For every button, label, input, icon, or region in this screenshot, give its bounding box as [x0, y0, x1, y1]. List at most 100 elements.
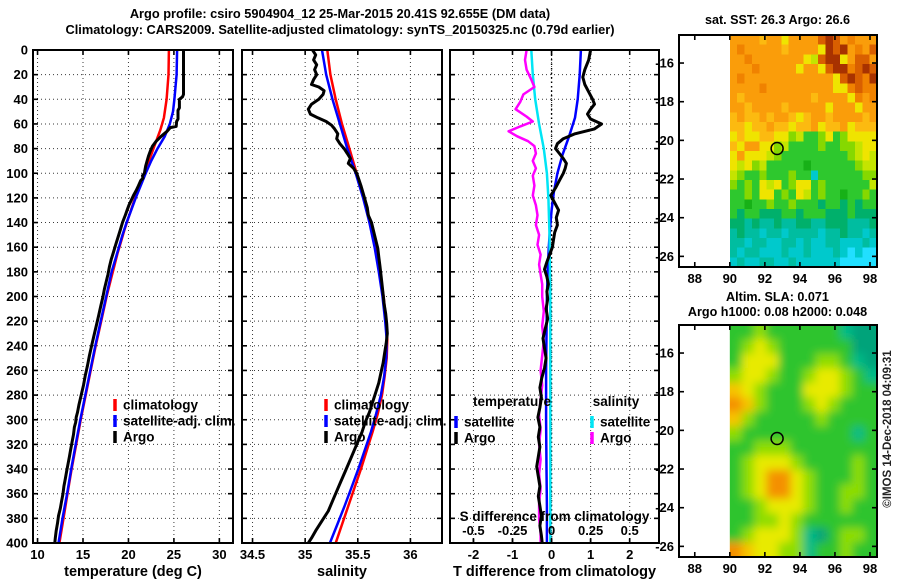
lon-tick-label: 98 [863, 271, 877, 286]
difference-profile-xlabel: T difference from climatology [453, 564, 656, 580]
sla-map: 88 90 92 94 96 98 -16 -18 -20 -22 -24 -26 [655, 324, 878, 576]
x-tick-label: 35 [298, 547, 312, 562]
temperature-profile-curves [53, 51, 185, 542]
depth-tick-label: 160 [6, 240, 28, 255]
temperature-profile: 10 15 20 25 30020406080100120140160180200220… [6, 43, 235, 580]
lat-tick-label: -16 [655, 56, 674, 71]
lat-tick-label: -20 [655, 423, 674, 438]
lat-tick-label: -20 [655, 133, 674, 148]
x-tick-label: 10 [30, 547, 44, 562]
depth-tick-label: 360 [6, 486, 28, 501]
depth-tick-label: 320 [6, 437, 28, 452]
secondary-tick-label: 0.5 [621, 523, 639, 538]
depth-tick-label: 120 [6, 190, 28, 205]
sla-map-title: Altim. SLA: 0.071 [726, 290, 829, 304]
depth-tick-label: 240 [6, 338, 28, 353]
legend-header: temperature [473, 394, 552, 409]
curve-climatology [58, 51, 171, 542]
x-tick-label: 36 [403, 547, 417, 562]
sla-map-frame [678, 324, 878, 558]
lon-tick-label: 88 [688, 561, 702, 576]
x-tick-label: -2 [468, 547, 480, 562]
lon-tick-label: 98 [863, 561, 877, 576]
x-tick-label: 30 [212, 547, 226, 562]
depth-tick-label: 100 [6, 166, 28, 181]
lon-tick-label: 90 [723, 561, 737, 576]
legend-label: Argo [123, 430, 155, 445]
sla-map-subtitle: Argo h1000: 0.08 h2000: 0.048 [687, 305, 868, 319]
curve-s-satellite [530, 51, 552, 542]
lon-tick-label: 94 [793, 561, 808, 576]
lat-tick-label: -16 [655, 346, 674, 361]
legend-label: Argo [334, 430, 366, 445]
lon-tick-label: 90 [723, 271, 737, 286]
x-tick-label: 25 [167, 547, 181, 562]
x-tick-label: 34.5 [240, 547, 265, 562]
depth-tick-label: 80 [14, 141, 28, 156]
x-tick-label: 35.5 [345, 547, 370, 562]
sst-map: 88 90 92 94 96 98 -16 -18 -20 -22 -24 -26 [655, 34, 878, 286]
salinity-profile-xlabel: salinity [317, 564, 367, 580]
depth-tick-label: 20 [14, 67, 28, 82]
lat-tick-label: -26 [655, 539, 674, 554]
lat-tick-label: -22 [655, 462, 674, 477]
legend-label: satellite [464, 415, 515, 430]
depth-tick-label: 280 [6, 388, 28, 403]
sst-map-grid [729, 35, 877, 267]
figure-title-line2: Climatology: CARS2009. Satellite-adjuste… [65, 22, 615, 37]
depth-tick-label: 260 [6, 363, 28, 378]
depth-tick-label: 0 [21, 43, 28, 58]
legend-label: satellite-adj. clim. [334, 414, 447, 429]
x-tick-label: -1 [507, 547, 519, 562]
salinity-profile: 34.5 35 35.5 36 salinity climatologysatellite… [240, 49, 447, 580]
lat-tick-label: -22 [655, 172, 674, 187]
difference-profile-curves [507, 51, 604, 542]
lat-tick-label: -26 [655, 249, 674, 264]
secondary-tick-label: -0.25 [498, 523, 528, 538]
legend-label: climatology [334, 398, 410, 413]
lat-tick-label: -24 [655, 210, 675, 225]
depth-tick-label: 200 [6, 289, 28, 304]
depth-tick-label: 380 [6, 511, 28, 526]
lon-tick-label: 92 [758, 271, 772, 286]
secondary-tick-label: 0.25 [578, 523, 603, 538]
legend-label: climatology [123, 398, 199, 413]
curve-argo [306, 51, 389, 542]
lat-tick-label: -24 [655, 500, 675, 515]
depth-tick-label: 340 [6, 462, 28, 477]
curve-t-argo [535, 51, 604, 542]
legend-header: salinity [593, 394, 640, 409]
curve-argo [53, 51, 185, 542]
depth-tick-label: 60 [14, 116, 28, 131]
depth-tick-label: 300 [6, 412, 28, 427]
lon-tick-label: 94 [793, 271, 808, 286]
legend-label: Argo [600, 431, 632, 446]
lat-tick-label: -18 [655, 384, 674, 399]
lat-tick-label: -18 [655, 94, 674, 109]
lon-tick-label: 96 [828, 271, 842, 286]
lon-tick-label: 92 [758, 561, 772, 576]
temperature-profile-xlabel: temperature (deg C) [64, 564, 202, 580]
x-tick-label: 0 [548, 547, 555, 562]
depth-tick-label: 180 [6, 264, 28, 279]
imos-watermark: ©IMOS 14-Dec-2018 04:09:31 [882, 350, 894, 508]
depth-tick-label: 400 [6, 536, 28, 551]
float-position-marker [770, 141, 784, 156]
x-tick-label: 2 [626, 547, 633, 562]
sla-map-grid [729, 325, 877, 557]
float-position-marker [770, 431, 784, 446]
difference-profile-grid [450, 49, 659, 544]
x-tick-label: 15 [76, 547, 90, 562]
secondary-tick-label: 0 [548, 523, 555, 538]
depth-tick-label: 220 [6, 314, 28, 329]
salinity-profile-curves [306, 51, 389, 542]
figure-title-line1: Argo profile: csiro 5904904_12 25-Mar-20… [129, 6, 551, 21]
secondary-axis-label: S difference from climatology [460, 509, 650, 524]
legend-label: satellite [600, 415, 651, 430]
secondary-tick-label: -0.5 [462, 523, 484, 538]
legend-label: satellite-adj. clim. [123, 414, 236, 429]
difference-profile: -2 -1 0 1 2 T difference from climatology temp… [449, 49, 660, 580]
temperature-profile-grid [33, 49, 233, 544]
